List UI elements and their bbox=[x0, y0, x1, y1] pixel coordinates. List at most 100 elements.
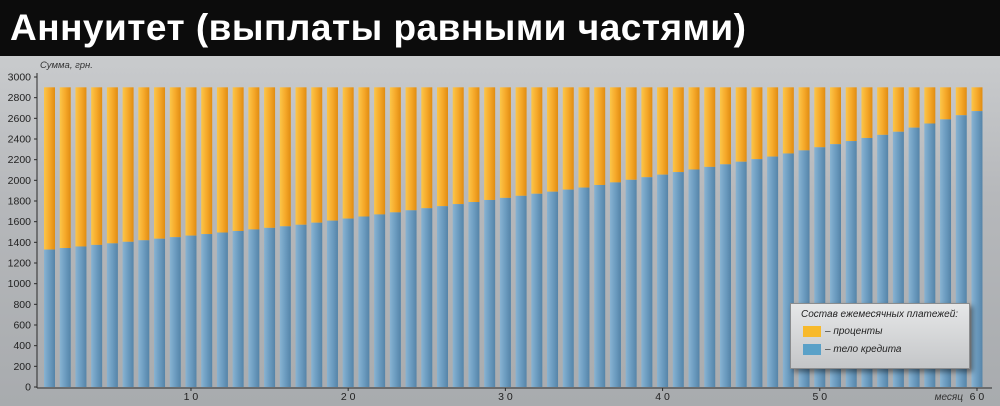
bar-principal-28 bbox=[468, 202, 480, 387]
bar-interest-4 bbox=[91, 87, 103, 245]
y-tick-label-800: 800 bbox=[13, 299, 31, 311]
bar-interest-45 bbox=[735, 87, 747, 162]
bar-interest-33 bbox=[547, 87, 559, 192]
legend-label-interest: – проценты bbox=[825, 326, 883, 337]
bar-principal-59 bbox=[955, 115, 967, 388]
bar-interest-59 bbox=[955, 87, 967, 116]
bar-principal-38 bbox=[625, 179, 637, 387]
x-tick-label-50: 5 0 bbox=[812, 391, 827, 403]
bar-interest-29 bbox=[484, 87, 496, 200]
bar-interest-18 bbox=[311, 87, 323, 223]
bar-principal-47 bbox=[767, 156, 779, 387]
page-title: Аннуитет (выплаты равными частями) bbox=[10, 7, 747, 48]
bar-principal-5 bbox=[106, 243, 118, 387]
bar-interest-32 bbox=[531, 87, 543, 194]
bar-principal-19 bbox=[326, 220, 338, 387]
bar-interest-26 bbox=[437, 87, 448, 207]
x-axis-label: месяц bbox=[935, 392, 964, 403]
bar-interest-9 bbox=[169, 87, 181, 238]
y-tick-label-0: 0 bbox=[25, 382, 31, 394]
bar-principal-44 bbox=[719, 164, 731, 387]
bar-principal-6 bbox=[122, 241, 134, 387]
bar-principal-48 bbox=[782, 153, 794, 387]
bar-interest-22 bbox=[374, 87, 386, 215]
bar-interest-35 bbox=[578, 87, 590, 188]
y-tick-label-1800: 1800 bbox=[8, 196, 32, 208]
bar-interest-17 bbox=[295, 87, 307, 225]
bar-interest-60 bbox=[971, 87, 983, 112]
bar-principal-30 bbox=[499, 197, 511, 387]
bar-interest-50 bbox=[814, 87, 826, 148]
bar-interest-53 bbox=[861, 87, 873, 138]
bar-interest-6 bbox=[122, 87, 134, 242]
bar-principal-4 bbox=[91, 244, 103, 387]
bar-principal-11 bbox=[201, 234, 213, 387]
y-tick-label-600: 600 bbox=[13, 320, 31, 332]
bar-principal-42 bbox=[688, 169, 700, 387]
bar-principal-51 bbox=[830, 144, 841, 387]
x-tick-label-60: 6 0 bbox=[970, 391, 985, 403]
bar-interest-19 bbox=[326, 87, 338, 221]
y-tick-label-2800: 2800 bbox=[8, 92, 32, 104]
bar-principal-8 bbox=[154, 238, 166, 387]
y-tick-label-2600: 2600 bbox=[8, 113, 32, 125]
bar-interest-58 bbox=[940, 87, 952, 120]
bar-principal-18 bbox=[311, 222, 323, 387]
bar-principal-36 bbox=[594, 184, 606, 387]
y-tick-label-400: 400 bbox=[13, 340, 31, 352]
bar-interest-20 bbox=[342, 87, 354, 219]
bar-principal-26 bbox=[437, 206, 448, 387]
bar-principal-3 bbox=[75, 246, 87, 387]
bar-interest-43 bbox=[704, 87, 716, 167]
y-tick-label-2200: 2200 bbox=[8, 154, 32, 166]
legend-label-principal: – тело кредита bbox=[825, 344, 902, 355]
bar-principal-37 bbox=[609, 182, 621, 387]
y-axis-label: Сумма, грн. bbox=[40, 60, 93, 71]
bar-interest-49 bbox=[798, 87, 810, 151]
bar-principal-34 bbox=[562, 189, 574, 387]
bar-interest-13 bbox=[232, 87, 244, 231]
bar-interest-40 bbox=[657, 87, 669, 175]
bar-interest-30 bbox=[499, 87, 511, 198]
bar-interest-7 bbox=[138, 87, 150, 241]
bar-principal-55 bbox=[892, 131, 904, 387]
bar-principal-20 bbox=[342, 218, 354, 387]
bar-principal-45 bbox=[735, 161, 747, 387]
y-tick-label-1000: 1000 bbox=[8, 278, 32, 290]
bar-interest-8 bbox=[154, 87, 166, 239]
bar-interest-1 bbox=[44, 87, 55, 250]
bar-interest-34 bbox=[562, 87, 574, 190]
bar-interest-14 bbox=[248, 87, 260, 230]
bar-principal-7 bbox=[138, 240, 150, 387]
bar-principal-32 bbox=[531, 193, 543, 387]
bar-interest-51 bbox=[830, 87, 841, 145]
bar-interest-15 bbox=[264, 87, 276, 228]
bar-interest-38 bbox=[625, 87, 637, 180]
bar-principal-56 bbox=[908, 127, 920, 387]
bar-principal-52 bbox=[845, 141, 857, 387]
x-tick-label-10: 1 0 bbox=[184, 391, 199, 403]
bar-principal-39 bbox=[641, 177, 653, 387]
bar-principal-13 bbox=[232, 230, 244, 387]
bar-interest-47 bbox=[767, 87, 779, 157]
bar-principal-12 bbox=[216, 232, 228, 387]
bar-interest-25 bbox=[421, 87, 433, 209]
bar-interest-5 bbox=[106, 87, 118, 244]
y-tick-label-3000: 3000 bbox=[8, 72, 32, 84]
x-tick-label-40: 4 0 bbox=[655, 391, 670, 403]
bar-principal-16 bbox=[279, 226, 291, 387]
bar-principal-58 bbox=[940, 119, 952, 387]
bar-interest-39 bbox=[641, 87, 653, 178]
bar-principal-33 bbox=[547, 191, 559, 387]
bar-principal-2 bbox=[59, 248, 71, 387]
y-tick-label-2000: 2000 bbox=[8, 175, 32, 187]
bar-principal-14 bbox=[248, 229, 260, 387]
bar-principal-35 bbox=[578, 187, 590, 387]
bar-principal-54 bbox=[877, 134, 889, 387]
x-tick-label-20: 2 0 bbox=[341, 391, 356, 403]
bar-interest-16 bbox=[279, 87, 291, 227]
bar-principal-60 bbox=[971, 111, 983, 387]
bar-interest-56 bbox=[908, 87, 920, 128]
x-tick-label-30: 3 0 bbox=[498, 391, 513, 403]
bar-interest-21 bbox=[358, 87, 370, 217]
